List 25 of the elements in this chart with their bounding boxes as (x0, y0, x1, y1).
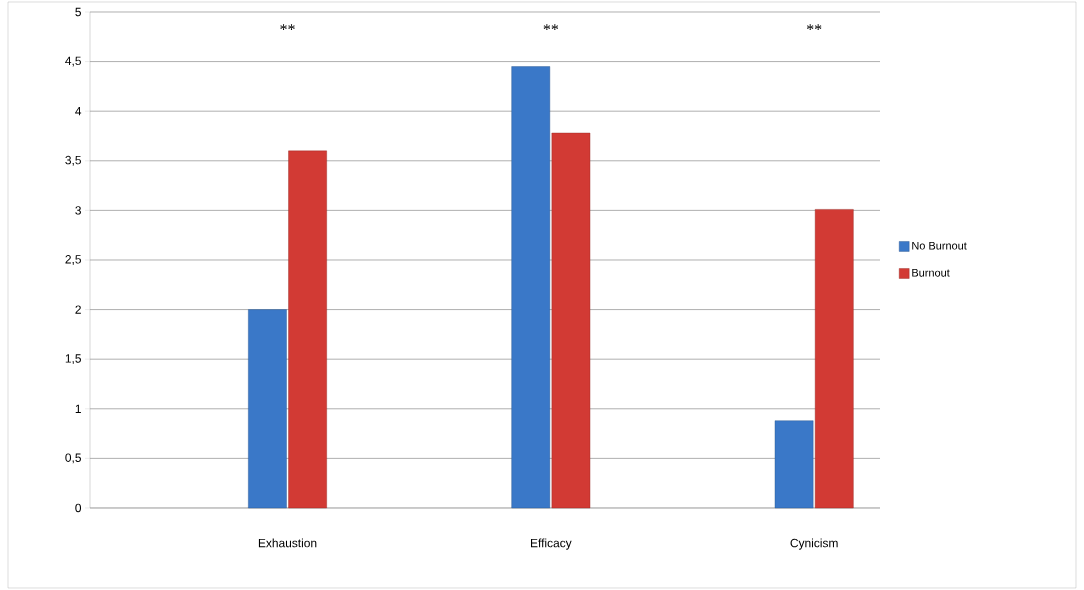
y-tick-label: 1 (75, 404, 81, 413)
bar (774, 420, 814, 509)
bar (814, 209, 854, 509)
legend-label: Burnout (912, 268, 950, 277)
annotation: ** (543, 24, 559, 30)
y-tick-label: 2 (75, 305, 81, 314)
bar (511, 66, 551, 509)
y-tick-label: 0,5 (65, 453, 81, 464)
y-tick-label: 2,5 (65, 255, 81, 265)
x-tick-label: Efficacy (531, 538, 572, 550)
y-tick-label: 0 (75, 503, 82, 513)
y-tick-label: 3,5 (65, 155, 81, 166)
legend-label: No Burnout (912, 241, 967, 250)
x-tick-label: Exhaustion (258, 538, 317, 548)
y-tick-label: 1,5 (65, 354, 81, 365)
bar (288, 150, 327, 509)
bar (248, 309, 287, 509)
annotation: ** (806, 24, 822, 30)
annotation: ** (280, 24, 295, 30)
y-tick-label: 5 (75, 7, 81, 17)
y-tick-label: 3 (75, 206, 81, 215)
y-tick-label: 4,5 (65, 56, 81, 67)
x-tick-label: Cynicism (790, 538, 838, 550)
y-tick-label: 4 (75, 107, 82, 116)
bar (551, 132, 591, 509)
